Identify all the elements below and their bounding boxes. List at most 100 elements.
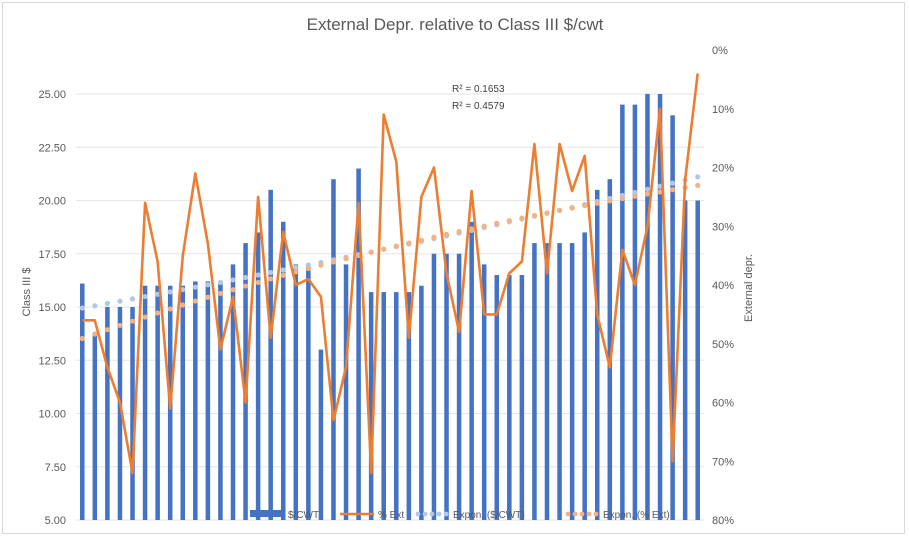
bar bbox=[594, 189, 600, 520]
trend-point-ext bbox=[406, 240, 412, 246]
trend-point-cwt bbox=[657, 183, 663, 189]
trend-point-ext bbox=[280, 272, 286, 278]
trend-point-ext bbox=[318, 262, 324, 268]
trend-point-cwt bbox=[280, 267, 286, 273]
bar bbox=[117, 307, 123, 520]
legend-swatch-trend bbox=[565, 511, 571, 517]
bar bbox=[670, 115, 675, 521]
bar bbox=[557, 243, 562, 520]
bar bbox=[356, 168, 361, 521]
trend-point-ext bbox=[506, 218, 512, 224]
trend-point-ext bbox=[330, 259, 337, 265]
bar bbox=[444, 253, 449, 520]
bar bbox=[205, 281, 211, 520]
bar bbox=[180, 285, 186, 520]
legend-swatch-trend bbox=[415, 511, 421, 517]
trend-point-cwt bbox=[670, 180, 676, 186]
trend-point-cwt bbox=[268, 269, 274, 276]
bar-series bbox=[80, 94, 700, 521]
bar bbox=[80, 283, 85, 520]
bar bbox=[419, 285, 424, 520]
trend-point-ext bbox=[393, 243, 399, 249]
trend-point-ext bbox=[456, 228, 462, 235]
bar bbox=[494, 275, 500, 520]
bar bbox=[293, 264, 299, 520]
bar bbox=[343, 264, 349, 520]
bar bbox=[130, 307, 135, 520]
right-tick-label: 0% bbox=[712, 45, 728, 57]
trend-point-ext bbox=[494, 220, 500, 226]
legend-label: % Ext bbox=[378, 510, 404, 521]
trendlines bbox=[79, 174, 701, 342]
bar bbox=[695, 200, 700, 520]
trend-point-cwt bbox=[293, 264, 299, 271]
trend-point-ext bbox=[469, 226, 475, 232]
left-axis-title: Class III $ bbox=[21, 268, 33, 317]
trend-point-ext bbox=[531, 212, 538, 219]
bar bbox=[632, 104, 638, 521]
right-tick-label: 40% bbox=[712, 280, 734, 292]
trend-point-ext bbox=[129, 318, 136, 324]
trend-point-ext bbox=[519, 215, 525, 221]
bar bbox=[92, 332, 98, 520]
legend-label: Expon. ($/CWT) bbox=[453, 510, 525, 521]
trend-point-ext bbox=[569, 205, 575, 211]
trend-point-ext bbox=[594, 200, 600, 206]
bar bbox=[155, 285, 160, 520]
bar bbox=[507, 275, 512, 520]
trend-point-ext bbox=[418, 237, 424, 243]
right-tick-label: 30% bbox=[712, 221, 734, 233]
bar bbox=[142, 285, 148, 520]
bar bbox=[645, 94, 650, 520]
trend-point-ext bbox=[343, 256, 349, 262]
chart-title: External Depr. relative to Class III $/c… bbox=[307, 15, 604, 34]
trend-point-cwt bbox=[230, 277, 236, 283]
bar bbox=[532, 243, 537, 520]
trend-point-ext bbox=[293, 269, 299, 275]
trend-point-ext bbox=[268, 276, 274, 282]
right-tick-label: 10% bbox=[712, 104, 734, 116]
trend-point-ext bbox=[381, 246, 387, 252]
line-series bbox=[82, 73, 699, 475]
trend-point-ext bbox=[582, 203, 588, 209]
legend-swatch-cwt bbox=[250, 510, 284, 517]
bar bbox=[381, 292, 386, 520]
trend-point-ext bbox=[368, 249, 374, 255]
legend: $/CWT % Ext Expon. ($/CWT) Expon. (% Ext) bbox=[250, 510, 670, 521]
trend-point-ext bbox=[92, 331, 98, 337]
legend-swatch-trend bbox=[572, 511, 578, 517]
bar bbox=[368, 292, 374, 520]
bar bbox=[431, 253, 437, 520]
trend-point-ext bbox=[556, 207, 563, 214]
trend-point-ext bbox=[695, 182, 701, 189]
bar bbox=[394, 292, 399, 520]
ext-line bbox=[82, 73, 699, 475]
left-tick-label: 25.00 bbox=[38, 89, 66, 101]
trend-point-ext bbox=[305, 265, 311, 272]
r-squared-label-1: R² = 0.1653 bbox=[452, 84, 505, 95]
trend-point-ext bbox=[670, 187, 676, 193]
right-axis-ticks: 0% 10% 20% 30% 40% 50% 60% 70% 80% bbox=[712, 45, 734, 527]
trend-point-ext bbox=[167, 306, 173, 312]
bar bbox=[569, 243, 575, 520]
bar bbox=[105, 307, 110, 520]
trend-point-ext bbox=[255, 279, 261, 286]
left-tick-label: 20.00 bbox=[38, 196, 66, 208]
trend-point-ext bbox=[180, 302, 186, 308]
trend-point-ext bbox=[230, 287, 236, 293]
left-tick-label: 15.00 bbox=[38, 302, 66, 314]
left-tick-label: 10.00 bbox=[38, 409, 66, 421]
left-tick-label: 17.50 bbox=[38, 249, 66, 261]
right-tick-label: 20% bbox=[712, 163, 734, 175]
trend-point-cwt bbox=[192, 284, 198, 290]
legend-swatch-trend bbox=[443, 511, 449, 517]
bar bbox=[193, 281, 198, 520]
trend-point-cwt bbox=[242, 274, 249, 281]
trend-point-ext bbox=[192, 298, 198, 304]
trend-point-cwt bbox=[104, 300, 110, 307]
bar bbox=[607, 179, 613, 520]
trend-point-ext bbox=[644, 191, 651, 197]
bar bbox=[544, 243, 550, 520]
bar bbox=[280, 221, 286, 521]
trend-point-cwt bbox=[79, 305, 85, 311]
